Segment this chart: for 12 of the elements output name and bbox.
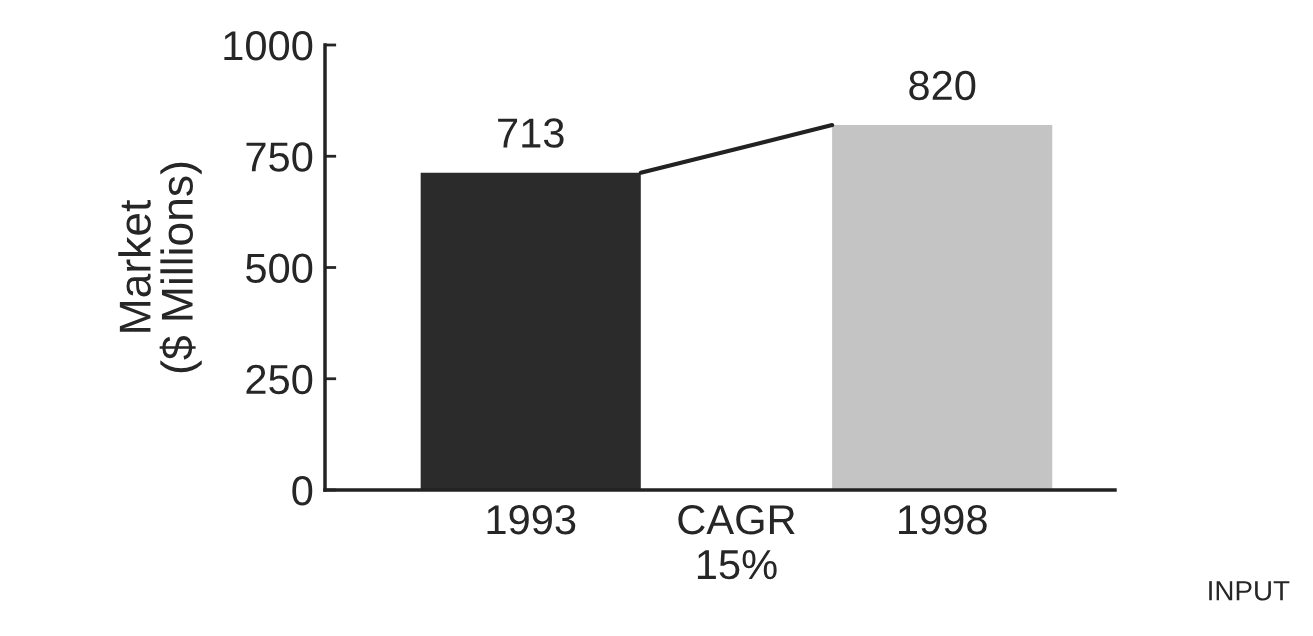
y-tick-label: 750: [246, 142, 313, 172]
y-tick-label: 250: [246, 364, 313, 395]
data-label: 713: [498, 118, 564, 148]
x-tick-label: CAGR 15%: [678, 504, 795, 580]
data-label: 820: [909, 70, 976, 101]
x-tick-label: 1998: [899, 504, 987, 535]
y-tick-label: 0: [292, 476, 313, 506]
text: INPUT: [1209, 581, 1290, 601]
y-tick-label: 500: [246, 253, 313, 284]
y-tick-label: 1000: [224, 31, 313, 61]
y-axis-title: Market ($ Millions): [118, 162, 202, 373]
x-tick-label: 1993: [487, 504, 576, 535]
